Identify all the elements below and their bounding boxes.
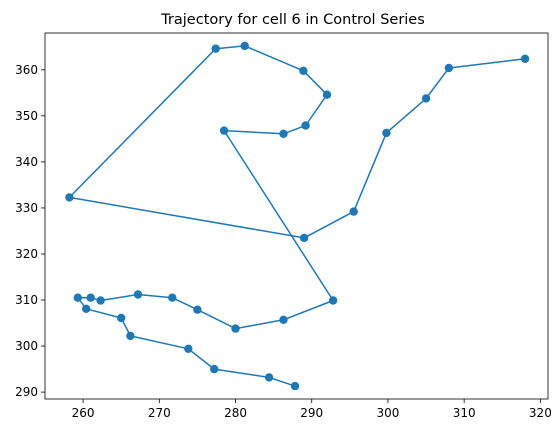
trajectory-line <box>68 45 526 387</box>
x-tick-label: 290 <box>300 406 323 420</box>
trajectory-point <box>279 129 288 138</box>
trajectory-point <box>210 364 219 374</box>
trajectory-point <box>421 94 431 103</box>
y-axis: 290 300 310 320 330 340 350 360 <box>15 63 45 399</box>
trajectory-point <box>290 381 300 391</box>
trajectory-point <box>211 44 220 53</box>
plot-frame <box>44 32 549 400</box>
x-tick-label: 260 <box>72 406 95 420</box>
trajectory-point <box>382 128 391 138</box>
trajectory-point <box>86 293 95 302</box>
x-tick-label: 320 <box>529 406 552 420</box>
trajectory-point <box>301 121 310 130</box>
x-tick-label: 270 <box>148 406 171 420</box>
x-axis: 260 270 280 290 300 310 320 <box>72 399 552 420</box>
trajectory-point <box>299 233 309 243</box>
plot-area <box>65 41 530 391</box>
y-tick-label: 330 <box>15 201 38 215</box>
y-tick-label: 300 <box>15 339 38 353</box>
x-tick-label: 300 <box>377 406 400 420</box>
trajectory-point <box>126 331 135 341</box>
trajectory-point <box>264 373 274 382</box>
trajectory-point <box>117 313 126 323</box>
y-tick-label: 320 <box>15 247 38 261</box>
trajectory-point <box>133 290 143 299</box>
chart-title: Trajectory for cell 6 in Control Series <box>160 12 425 28</box>
trajectory-point <box>328 296 338 305</box>
y-tick-label: 290 <box>15 385 38 399</box>
trajectory-point <box>184 344 193 353</box>
trajectory-point <box>279 315 288 324</box>
trajectory-point <box>219 126 229 135</box>
x-tick-label: 310 <box>453 406 476 420</box>
trajectory-point <box>193 305 202 314</box>
trajectory-point <box>73 293 83 302</box>
y-tick-label: 360 <box>15 63 38 77</box>
trajectory-point <box>240 41 249 51</box>
y-tick-label: 310 <box>15 293 38 307</box>
trajectory-point <box>231 324 240 333</box>
x-tick-label: 280 <box>224 406 247 420</box>
trajectory-point <box>520 54 530 63</box>
y-tick-label: 340 <box>15 155 38 169</box>
trajectory-point <box>444 63 454 73</box>
trajectory-point <box>349 207 358 216</box>
trajectory-point <box>299 66 308 76</box>
trajectory-point <box>82 304 91 313</box>
trajectory-point <box>65 193 74 202</box>
trajectory-point <box>96 296 105 305</box>
trajectory-point <box>322 90 332 99</box>
y-tick-label: 350 <box>15 109 38 123</box>
trajectory-point <box>168 293 177 302</box>
